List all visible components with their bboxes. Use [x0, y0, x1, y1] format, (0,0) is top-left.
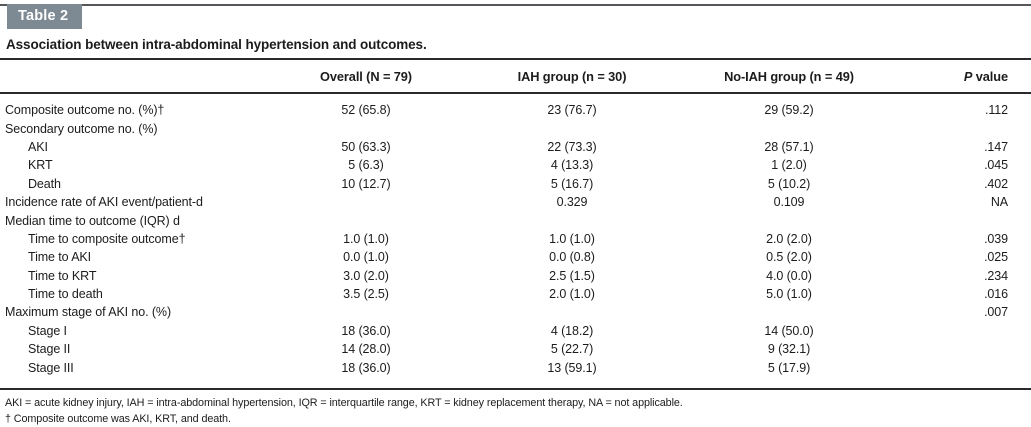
cell-iah: 23 (76.7) [547, 103, 597, 118]
table-row: Time to KRT 3.0 (2.0) 2.5 (1.5) 4.0 (0.0… [0, 267, 1031, 285]
cell-p-value: .112 [984, 103, 1008, 118]
cell-overall: 0.0 (1.0) [343, 250, 389, 265]
table-number-label: Table 2 [7, 4, 83, 29]
row-label: Time to composite outcome† [28, 231, 186, 246]
table-row: Composite outcome no. (%)† 52 (65.8) 23 … [0, 101, 1031, 119]
row-label: Composite outcome no. (%)† [5, 103, 165, 118]
cell-no-iah: 29 (59.2) [764, 103, 814, 118]
table-row: Stage III 18 (36.0) 13 (59.1) 5 (17.9) [0, 358, 1031, 376]
row-label: Stage III [28, 360, 74, 375]
header-iah-group: IAH group (n = 30) [517, 68, 627, 84]
footer-rule [0, 387, 1031, 390]
cell-iah: 13 (59.1) [547, 360, 597, 375]
cell-iah: 4 (18.2) [550, 323, 594, 338]
cell-iah: 2.5 (1.5) [549, 268, 595, 283]
table-row: Time to AKI 0.0 (1.0) 0.0 (0.8) 0.5 (2.0… [0, 248, 1031, 266]
cell-no-iah: 1 (2.0) [771, 158, 807, 173]
dagger-footnote: † Composite outcome was AKI, KRT, and de… [5, 412, 231, 425]
row-label: Median time to outcome (IQR) d [5, 213, 180, 228]
cell-iah: 2.0 (1.0) [549, 287, 595, 302]
table-header-row: Overall (N = 79) IAH group (n = 30) No-I… [0, 60, 1031, 92]
cell-no-iah: 0.5 (2.0) [766, 250, 812, 265]
row-label: KRT [28, 158, 53, 173]
cell-overall: 14 (28.0) [341, 342, 391, 357]
cell-overall: 18 (36.0) [341, 323, 391, 338]
footnotes: AKI = acute kidney injury, IAH = intra-a… [5, 395, 1031, 427]
table-title: Association between intra-abdominal hype… [6, 37, 427, 52]
cell-p-value: .016 [984, 287, 1008, 302]
table-row: Median time to outcome (IQR) d [0, 211, 1031, 229]
cell-iah: 4 (13.3) [550, 158, 594, 173]
cell-no-iah: 5 (10.2) [767, 176, 811, 191]
cell-no-iah: 0.109 [773, 195, 805, 210]
cell-iah: 5 (22.7) [550, 342, 594, 357]
header-p-value: P value [916, 69, 1008, 84]
cell-no-iah: 5 (17.9) [767, 360, 811, 375]
row-label: Secondary outcome no. (%) [5, 121, 158, 136]
cell-no-iah: 4.0 (0.0) [766, 268, 812, 283]
row-label: AKI [28, 139, 48, 154]
cell-p-value: .007 [984, 305, 1008, 320]
cell-iah: 5 (16.7) [550, 176, 594, 191]
cell-no-iah: 9 (32.1) [767, 342, 811, 357]
cell-iah: 1.0 (1.0) [549, 231, 595, 246]
table-row: Death 10 (12.7) 5 (16.7) 5 (10.2) .402 [0, 175, 1031, 193]
table-row: Time to death 3.5 (2.5) 2.0 (1.0) 5.0 (1… [0, 285, 1031, 303]
cell-overall: 52 (65.8) [341, 103, 391, 118]
table-row: Stage I 18 (36.0) 4 (18.2) 14 (50.0) [0, 322, 1031, 340]
cell-iah: 0.0 (0.8) [549, 250, 595, 265]
table-row: Incidence rate of AKI event/patient-d 0.… [0, 193, 1031, 211]
table-row: AKI 50 (63.3) 22 (73.3) 28 (57.1) .147 [0, 138, 1031, 156]
cell-overall: 50 (63.3) [341, 139, 391, 154]
cell-p-value: .039 [984, 231, 1008, 246]
cell-no-iah: 5.0 (1.0) [766, 287, 812, 302]
row-label: Maximum stage of AKI no. (%) [5, 305, 172, 320]
cell-p-value: .402 [984, 176, 1008, 191]
cell-overall: 5 (6.3) [348, 158, 384, 173]
cell-p-value: NA [990, 195, 1008, 210]
table-row: KRT 5 (6.3) 4 (13.3) 1 (2.0) .045 [0, 156, 1031, 174]
header-bottom-rule [0, 92, 1031, 94]
cell-p-value: .045 [984, 158, 1008, 173]
abbreviations-footnote: AKI = acute kidney injury, IAH = intra-a… [5, 396, 683, 409]
cell-overall: 3.0 (2.0) [343, 268, 389, 283]
row-label: Incidence rate of AKI event/patient-d [5, 195, 203, 210]
table-row: Stage II 14 (28.0) 5 (22.7) 9 (32.1) [0, 340, 1031, 358]
cell-p-value: .025 [984, 250, 1008, 265]
p-value-italic: P [963, 68, 973, 84]
cell-overall: 1.0 (1.0) [343, 231, 389, 246]
top-rule [0, 4, 1031, 6]
cell-p-value: .234 [984, 268, 1008, 283]
table-row: Time to composite outcome† 1.0 (1.0) 1.0… [0, 230, 1031, 248]
cell-iah: 0.329 [556, 195, 588, 210]
table-body: Composite outcome no. (%)† 52 (65.8) 23 … [0, 94, 1031, 388]
row-label: Stage I [28, 323, 67, 338]
row-label: Time to KRT [28, 268, 97, 283]
cell-iah: 22 (73.3) [547, 139, 597, 154]
cell-overall: 10 (12.7) [341, 176, 391, 191]
row-label: Time to AKI [28, 250, 92, 265]
cell-no-iah: 14 (50.0) [764, 323, 814, 338]
table-row: Secondary outcome no. (%) [0, 119, 1031, 137]
row-label: Stage II [28, 342, 71, 357]
header-overall: Overall (N = 79) [320, 68, 412, 84]
cell-no-iah: 28 (57.1) [764, 139, 814, 154]
cell-overall: 3.5 (2.5) [343, 287, 389, 302]
header-no-iah-group: No-IAH group (n = 49) [724, 68, 854, 84]
cell-no-iah: 2.0 (2.0) [766, 231, 812, 246]
p-value-rest: value [972, 68, 1008, 84]
table-row: Maximum stage of AKI no. (%) .007 [0, 303, 1031, 321]
row-label: Time to death [28, 287, 103, 302]
table-label-row: Table 2 [0, 0, 1031, 30]
cell-p-value: .147 [984, 139, 1008, 154]
header-top-rule [0, 58, 1031, 60]
row-label: Death [28, 176, 61, 191]
cell-overall: 18 (36.0) [341, 360, 391, 375]
